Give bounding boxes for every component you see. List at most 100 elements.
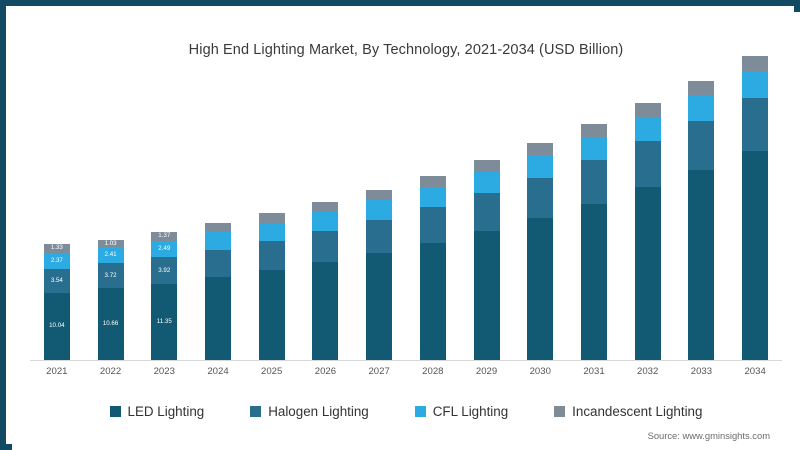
bar-segment-2028-incandescent-lighting[interactable] xyxy=(419,175,446,187)
x-axis-tick-2026: 2026 xyxy=(314,366,337,377)
bar-segment-2033-cfl-lighting[interactable] xyxy=(688,94,715,121)
x-axis-tick-2025: 2025 xyxy=(261,366,283,377)
bar-segment-2034-halogen-lighting[interactable] xyxy=(742,98,769,151)
bar-segment-2026-incandescent-lighting[interactable] xyxy=(312,201,339,213)
bar-segment-2028-halogen-lighting[interactable] xyxy=(419,207,446,243)
bar-2032[interactable] xyxy=(634,103,661,360)
chart-legend: LED Lighting Halogen Lighting CFL Lighting… xyxy=(6,398,800,424)
bar-2033[interactable] xyxy=(688,80,715,360)
legend-item-label: CFL Lighting xyxy=(432,403,509,419)
bar-segment-2031-incandescent-lighting[interactable] xyxy=(581,124,607,138)
bar-value-label: 2.41 xyxy=(104,251,117,259)
bar-value-label: 3.92 xyxy=(158,266,171,274)
bar-segment-2022-led-lighting[interactable]: 10.66 xyxy=(97,288,124,360)
legend-item-label: Incandescent Lighting xyxy=(572,403,703,419)
legend-item-incandescent-lighting[interactable]: Incandescent Lighting xyxy=(554,404,702,419)
bar-segment-2033-led-lighting[interactable] xyxy=(688,169,715,360)
x-axis-tick-2027: 2027 xyxy=(368,366,390,377)
legend-swatch-icon xyxy=(250,405,262,417)
bar-segment-2026-led-lighting[interactable] xyxy=(312,262,339,360)
bar-segment-2026-cfl-lighting[interactable] xyxy=(312,212,339,231)
bar-segment-2021-led-lighting[interactable]: 10.04 xyxy=(43,292,70,360)
bar-2027[interactable] xyxy=(366,189,393,360)
bar-segment-2022-incandescent-lighting[interactable]: 1.03 xyxy=(97,240,124,248)
chart-title: High End Lighting Market, By Technology,… xyxy=(188,42,624,58)
legend-item-cfl-lighting[interactable]: CFL Lighting xyxy=(414,403,509,419)
legend-item-led-lighting[interactable]: LED Lighting xyxy=(109,404,204,419)
bar-segment-2028-led-lighting[interactable] xyxy=(419,242,446,360)
bar-segment-2029-incandescent-lighting[interactable] xyxy=(473,160,500,172)
bar-segment-2027-cfl-lighting[interactable] xyxy=(366,200,393,220)
x-axis-tick-2031: 2031 xyxy=(583,366,605,377)
bar-segment-2031-cfl-lighting[interactable] xyxy=(581,137,607,161)
bar-segment-2025-halogen-lighting[interactable] xyxy=(258,240,285,271)
bar-value-label: 1.37 xyxy=(158,232,171,240)
bar-2028[interactable] xyxy=(419,175,446,360)
legend-item-halogen-lighting[interactable]: Halogen Lighting xyxy=(250,404,369,419)
bar-segment-2024-halogen-lighting[interactable] xyxy=(205,249,231,278)
bar-segment-2034-incandescent-lighting[interactable] xyxy=(742,56,769,72)
bar-segment-2029-cfl-lighting[interactable] xyxy=(473,171,500,194)
bar-2030[interactable] xyxy=(527,142,554,360)
chart-plot-area: 10.04 3.54 2.37 1.33 10.66 3.72 2.41 1.03 11.35 3… xyxy=(30,56,782,360)
bar-segment-2030-halogen-lighting[interactable] xyxy=(527,177,554,218)
bar-2023[interactable]: 11.35 3.92 2.49 1.37 xyxy=(151,231,178,360)
chart-inner-frame xyxy=(12,12,800,450)
bar-segment-2022-halogen-lighting[interactable]: 3.72 xyxy=(97,263,124,289)
bar-segment-2034-cfl-lighting[interactable] xyxy=(742,71,769,99)
x-axis-tick-2022: 2022 xyxy=(99,366,122,377)
bar-segment-2023-cfl-lighting[interactable]: 2.49 xyxy=(151,240,178,258)
bar-segment-2025-incandescent-lighting[interactable] xyxy=(258,212,285,223)
bar-segment-2032-led-lighting[interactable] xyxy=(634,187,661,360)
bar-segment-2021-incandescent-lighting[interactable]: 1.33 xyxy=(43,244,70,253)
bar-2022[interactable]: 10.66 3.72 2.41 1.03 xyxy=(97,240,124,360)
bar-segment-2029-led-lighting[interactable] xyxy=(473,231,500,360)
bar-segment-2031-led-lighting[interactable] xyxy=(581,203,607,360)
bar-segment-2030-cfl-lighting[interactable] xyxy=(527,155,554,178)
bar-segment-2023-incandescent-lighting[interactable]: 1.37 xyxy=(151,231,178,241)
x-axis-tick-2024: 2024 xyxy=(207,366,229,377)
bar-segment-2033-halogen-lighting[interactable] xyxy=(688,120,715,170)
x-axis-tick-2034: 2034 xyxy=(744,366,766,377)
bar-segment-2023-led-lighting[interactable]: 11.35 xyxy=(151,283,178,360)
bar-segment-2029-halogen-lighting[interactable] xyxy=(473,193,500,232)
bar-segment-2027-incandescent-lighting[interactable] xyxy=(366,189,393,201)
bar-segment-2031-halogen-lighting[interactable] xyxy=(581,160,607,204)
bar-segment-2032-halogen-lighting[interactable] xyxy=(634,141,661,188)
bar-segment-2033-incandescent-lighting[interactable] xyxy=(688,80,715,95)
bar-segment-2027-led-lighting[interactable] xyxy=(366,253,393,360)
bar-segment-2025-cfl-lighting[interactable] xyxy=(258,222,285,241)
bar-segment-2024-incandescent-lighting[interactable] xyxy=(205,222,231,233)
bar-segment-2022-cfl-lighting[interactable]: 2.41 xyxy=(97,247,124,264)
x-axis-tick-2028: 2028 xyxy=(422,366,444,377)
bar-segment-2032-cfl-lighting[interactable] xyxy=(634,116,661,142)
bar-segment-2025-led-lighting[interactable] xyxy=(258,270,285,360)
x-axis-tick-2021: 2021 xyxy=(46,366,68,377)
bar-segment-2032-incandescent-lighting[interactable] xyxy=(634,103,661,117)
x-axis-tick-2032: 2032 xyxy=(637,366,659,377)
bar-segment-2030-incandescent-lighting[interactable] xyxy=(527,142,554,156)
bar-segment-2024-cfl-lighting[interactable] xyxy=(205,232,231,250)
bar-segment-2027-halogen-lighting[interactable] xyxy=(366,219,393,254)
bar-2025[interactable] xyxy=(258,212,285,360)
bar-2024[interactable] xyxy=(205,222,231,360)
legend-item-label: Halogen Lighting xyxy=(268,403,369,419)
bar-2026[interactable] xyxy=(312,201,339,360)
bar-segment-2021-halogen-lighting[interactable]: 3.54 xyxy=(43,268,70,293)
bar-2021[interactable]: 10.04 3.54 2.37 1.33 xyxy=(43,244,70,360)
bar-value-label: 10.66 xyxy=(102,320,119,328)
bar-value-label: 3.72 xyxy=(104,271,117,279)
bar-segment-2034-led-lighting[interactable] xyxy=(742,150,769,360)
bar-segment-2030-led-lighting[interactable] xyxy=(527,218,554,360)
source-attribution: Source: www.gminsights.com xyxy=(647,430,770,441)
bar-segment-2024-led-lighting[interactable] xyxy=(205,277,231,360)
bar-segment-2026-halogen-lighting[interactable] xyxy=(312,230,339,263)
bar-2031[interactable] xyxy=(581,124,607,360)
bar-segment-2023-halogen-lighting[interactable]: 3.92 xyxy=(151,257,178,284)
bar-2029[interactable] xyxy=(473,160,500,360)
bar-segment-2028-cfl-lighting[interactable] xyxy=(419,186,446,208)
bar-value-label: 10.04 xyxy=(49,322,65,330)
bar-segment-2021-cfl-lighting[interactable]: 2.37 xyxy=(43,252,70,269)
bar-2034[interactable] xyxy=(742,56,769,360)
